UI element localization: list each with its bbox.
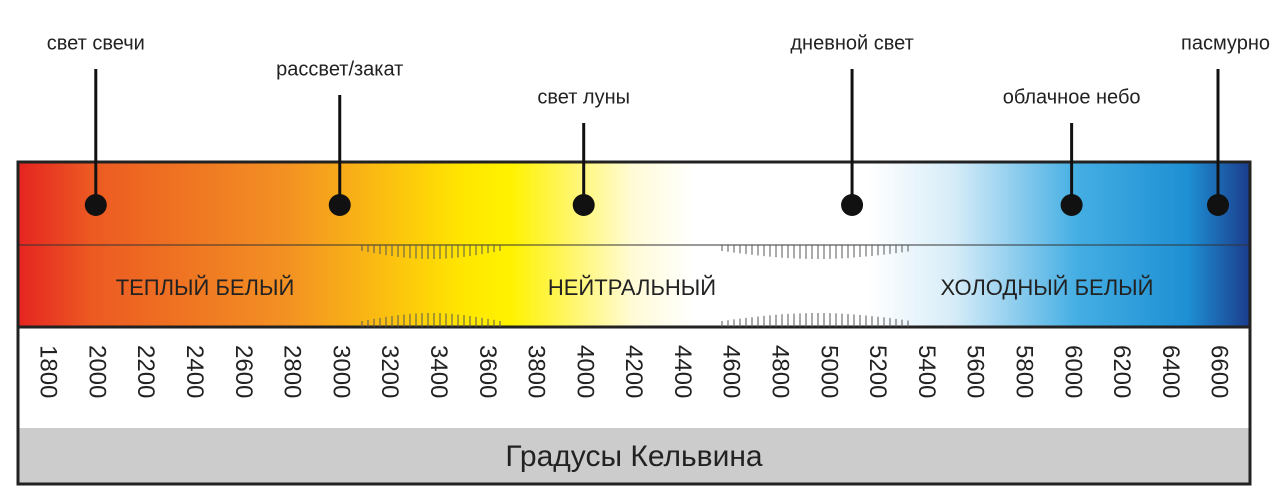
marker-label: рассвет/закат [276, 58, 403, 80]
marker-label: пасмурно [1181, 32, 1270, 54]
tick-label: 2800 [279, 345, 306, 398]
footer-band [18, 428, 1250, 484]
tick-label: 5400 [913, 345, 940, 398]
frame [16, 160, 1252, 486]
tick-area [18, 327, 1250, 428]
tick-label: 2400 [181, 345, 208, 398]
tick-label: 4400 [669, 345, 696, 398]
tick-label: 4800 [767, 345, 794, 398]
zone-label: ТЕПЛЫЙ БЕЛЫЙ [116, 275, 295, 300]
marker-dot [84, 194, 107, 216]
marker-dot [1207, 194, 1229, 216]
tick-label: 3800 [523, 345, 550, 398]
tick-label: 4000 [571, 345, 598, 398]
marker-dot [841, 194, 864, 216]
zone-label: ХОЛОДНЫЙ БЕЛЫЙ [941, 275, 1154, 300]
tick-label: 6000 [1059, 345, 1086, 398]
tick-label: 3400 [425, 345, 452, 398]
tick-label: 3000 [327, 345, 354, 398]
marker-label: облачное небо [1003, 86, 1141, 108]
tick-label: 4600 [718, 345, 745, 398]
tick-label: 2000 [83, 345, 110, 398]
tick-label: 5800 [1010, 345, 1037, 398]
tick-label: 2200 [132, 345, 159, 398]
tick-label: 5200 [864, 345, 891, 398]
marker-dot [328, 194, 351, 216]
tick-label: 3200 [376, 345, 403, 398]
marker-label: свет луны [537, 86, 630, 108]
footer: Градусы Кельвина [505, 440, 763, 473]
tick-label: 4200 [620, 345, 647, 398]
marker-label: свет свечи [47, 32, 145, 54]
marker-dot [1060, 194, 1083, 216]
tick-label: 1800 [35, 345, 62, 398]
tick-label: 5600 [962, 345, 989, 398]
marker-label: дневной свет [790, 32, 913, 54]
tick-label: 6600 [1206, 345, 1233, 398]
marker-dot [572, 194, 595, 216]
tick-label: 2600 [230, 345, 257, 398]
tick-label: 6200 [1108, 345, 1135, 398]
tick-label: 6400 [1157, 345, 1184, 398]
zone-label: НЕЙТРАЛЬНЫЙ [548, 275, 716, 300]
tick-label: 5000 [815, 345, 842, 398]
tick-label: 3600 [474, 345, 501, 398]
